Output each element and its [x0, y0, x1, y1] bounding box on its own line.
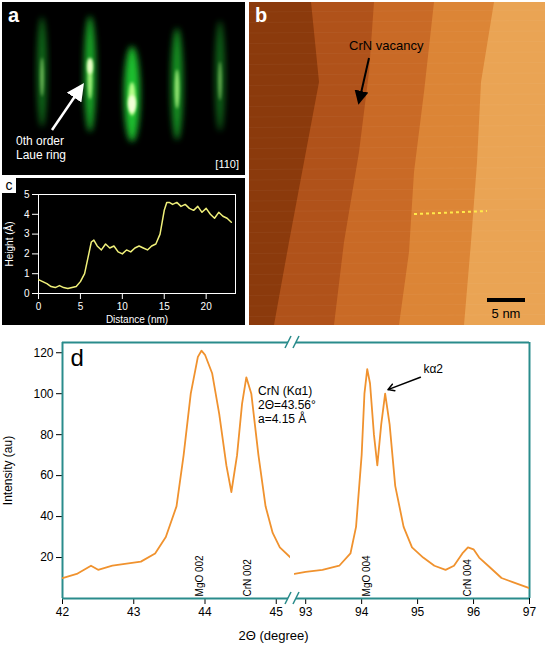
- svg-text:100: 100: [33, 387, 53, 401]
- svg-text:5 nm: 5 nm: [492, 306, 521, 321]
- svg-text:kα2: kα2: [423, 362, 443, 376]
- svg-text:45: 45: [270, 605, 284, 619]
- svg-text:93: 93: [299, 605, 313, 619]
- svg-text:CrN vacancy: CrN vacancy: [349, 38, 424, 53]
- svg-text:5: 5: [24, 189, 30, 200]
- svg-text:94: 94: [355, 605, 369, 619]
- svg-text:10: 10: [117, 301, 129, 312]
- svg-text:a: a: [8, 4, 20, 26]
- svg-text:1: 1: [24, 268, 30, 279]
- svg-text:0: 0: [36, 301, 42, 312]
- svg-text:d: d: [71, 344, 84, 371]
- svg-text:[110]: [110]: [215, 158, 239, 170]
- html-text:a=4.15 Å: a=4.15 Å: [258, 412, 307, 426]
- html-text:2Θ=43.56°: 2Θ=43.56°: [258, 398, 316, 412]
- svg-text:MgO 004: MgO 004: [361, 555, 372, 597]
- svg-text:15: 15: [159, 301, 171, 312]
- svg-text:Distance (nm): Distance (nm): [106, 314, 168, 325]
- svg-text:Intensity (au): Intensity (au): [1, 436, 15, 505]
- svg-text:40: 40: [40, 509, 54, 523]
- svg-text:Height (Å): Height (Å): [3, 221, 15, 266]
- svg-text:5: 5: [78, 301, 84, 312]
- svg-text:0th order: 0th order: [16, 134, 64, 148]
- svg-text:20: 20: [40, 550, 54, 564]
- svg-text:97: 97: [523, 605, 537, 619]
- html-text:c: c: [5, 177, 13, 193]
- svg-text:CrN 002: CrN 002: [242, 559, 253, 597]
- svg-text:20: 20: [201, 301, 213, 312]
- svg-text:Laue ring: Laue ring: [16, 148, 66, 162]
- svg-text:2: 2: [24, 248, 30, 259]
- html-text:CrN (Kα1): CrN (Kα1): [258, 384, 313, 398]
- svg-text:95: 95: [411, 605, 425, 619]
- svg-text:CrN 004: CrN 004: [462, 559, 473, 597]
- svg-text:4: 4: [24, 209, 30, 220]
- html-text:2Θ (degree): 2Θ (degree): [238, 628, 309, 643]
- svg-text:96: 96: [467, 605, 481, 619]
- svg-text:b: b: [255, 4, 267, 26]
- svg-text:80: 80: [40, 428, 54, 442]
- svg-text:60: 60: [40, 468, 54, 482]
- svg-text:3: 3: [24, 228, 30, 239]
- svg-text:44: 44: [198, 605, 212, 619]
- svg-text:120: 120: [33, 346, 53, 360]
- svg-text:0: 0: [24, 288, 30, 299]
- svg-text:43: 43: [127, 605, 141, 619]
- svg-text:42: 42: [56, 605, 70, 619]
- svg-text:MgO 002: MgO 002: [194, 555, 205, 597]
